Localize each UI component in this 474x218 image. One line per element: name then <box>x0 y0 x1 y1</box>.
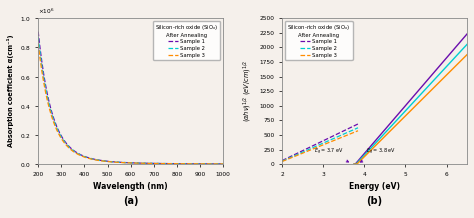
Sample 1 <box>183 162 189 165</box>
Sample 3 <box>180 162 185 165</box>
Sample 1 <box>110 160 116 163</box>
Line: Sample 2: Sample 2 <box>282 128 358 161</box>
Sample 3 <box>355 129 361 132</box>
Sample 2 <box>298 152 304 154</box>
Sample 1 <box>117 161 122 164</box>
Sample 1 <box>298 150 304 153</box>
Text: (a): (a) <box>123 196 138 206</box>
X-axis label: Energy (eV): Energy (eV) <box>349 182 400 191</box>
Sample 2 <box>282 159 288 161</box>
Sample 1 <box>54 126 60 129</box>
X-axis label: Wavelength (nm): Wavelength (nm) <box>93 182 168 191</box>
Sample 2 <box>279 160 285 162</box>
Sample 1 <box>310 144 316 147</box>
Sample 1 <box>162 162 168 165</box>
Sample 3 <box>117 161 122 164</box>
Sample 2 <box>337 135 342 137</box>
Legend: Sample 1, Sample 2, Sample 3: Sample 1, Sample 2, Sample 3 <box>153 21 220 60</box>
Text: (b): (b) <box>366 196 383 206</box>
Sample 3 <box>298 153 304 155</box>
Sample 1 <box>36 30 41 33</box>
Sample 1 <box>298 150 303 153</box>
Sample 1 <box>337 132 342 134</box>
Legend: Sample 1, Sample 2, Sample 3: Sample 1, Sample 2, Sample 3 <box>285 21 353 60</box>
Sample 1 <box>282 158 288 161</box>
Sample 3 <box>36 42 41 45</box>
Sample 3 <box>300 152 306 155</box>
Sample 2 <box>54 128 60 130</box>
Sample 3 <box>54 129 60 132</box>
Sample 2 <box>355 126 361 129</box>
Line: Sample 3: Sample 3 <box>38 44 223 164</box>
Y-axis label: Absorption coefficient α(cm⁻¹): Absorption coefficient α(cm⁻¹) <box>7 35 14 147</box>
Y-axis label: $(\alpha h\nu)^{1/2}$ $(eV/cm)^{1/2}$: $(\alpha h\nu)^{1/2}$ $(eV/cm)^{1/2}$ <box>242 60 254 122</box>
Sample 2 <box>300 151 306 153</box>
Sample 2 <box>298 152 303 154</box>
Line: Sample 3: Sample 3 <box>282 131 358 162</box>
Text: $E_g$ = 3.8 eV: $E_g$ = 3.8 eV <box>361 147 396 162</box>
Sample 1 <box>180 162 185 165</box>
Sample 3 <box>110 161 116 163</box>
Sample 2 <box>220 163 226 165</box>
Sample 2 <box>36 36 41 38</box>
Sample 1 <box>220 163 226 165</box>
Sample 2 <box>183 162 189 165</box>
Sample 1 <box>355 123 361 125</box>
Text: $E_g$ = 3.7 eV: $E_g$ = 3.7 eV <box>314 147 348 162</box>
Line: Sample 1: Sample 1 <box>38 32 223 164</box>
Sample 1 <box>300 149 306 152</box>
Sample 2 <box>110 161 116 163</box>
Line: Sample 1: Sample 1 <box>282 124 358 161</box>
Sample 2 <box>180 162 185 165</box>
Sample 3 <box>298 153 303 155</box>
Sample 3 <box>337 137 342 140</box>
Sample 3 <box>162 162 168 165</box>
Sample 3 <box>279 160 285 163</box>
Sample 3 <box>183 162 189 165</box>
Sample 2 <box>310 146 316 149</box>
Sample 1 <box>279 159 285 162</box>
Sample 3 <box>310 148 316 150</box>
Sample 3 <box>282 159 288 162</box>
Sample 2 <box>117 161 122 164</box>
Sample 2 <box>162 162 168 165</box>
Line: Sample 2: Sample 2 <box>38 37 223 164</box>
Sample 3 <box>220 163 226 165</box>
